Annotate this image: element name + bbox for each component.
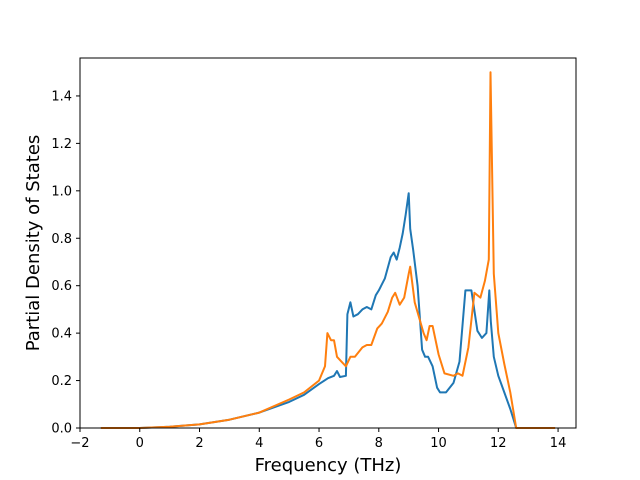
y-axis-ticks: 0.0 0.2 0.4 0.6 0.8 1.0 1.2 1.4 [51, 89, 80, 437]
y-tick-label: 1.2 [51, 137, 72, 152]
y-tick-label: 0.0 [51, 422, 72, 437]
axes-frame [79, 57, 577, 429]
x-tick-label: 10 [430, 436, 447, 451]
x-tick-label: 14 [550, 436, 567, 451]
y-tick-label: 0.2 [51, 374, 72, 389]
y-tick-label: 1.0 [51, 184, 72, 199]
y-tick-label: 0.4 [51, 327, 72, 342]
y-tick-label: 0.8 [51, 232, 72, 247]
y-tick-label: 0.6 [51, 279, 72, 294]
y-axis-title: Partial Density of States [23, 135, 44, 352]
x-axis-ticks: −2 0 2 4 6 8 10 12 14 [70, 428, 566, 451]
x-tick-label: 4 [255, 436, 263, 451]
plot-lines [100, 71, 556, 429]
series-line-1 [100, 192, 556, 429]
x-tick-label: 2 [195, 436, 203, 451]
x-tick-label: −2 [70, 436, 89, 451]
x-tick-label: 8 [375, 436, 383, 451]
x-axis-title: Frequency (THz) [255, 455, 402, 476]
y-tick-label: 1.4 [51, 89, 72, 104]
x-tick-label: 12 [490, 436, 507, 451]
x-tick-label: 0 [136, 436, 144, 451]
x-tick-label: 6 [315, 436, 323, 451]
series-line-2 [100, 71, 556, 429]
